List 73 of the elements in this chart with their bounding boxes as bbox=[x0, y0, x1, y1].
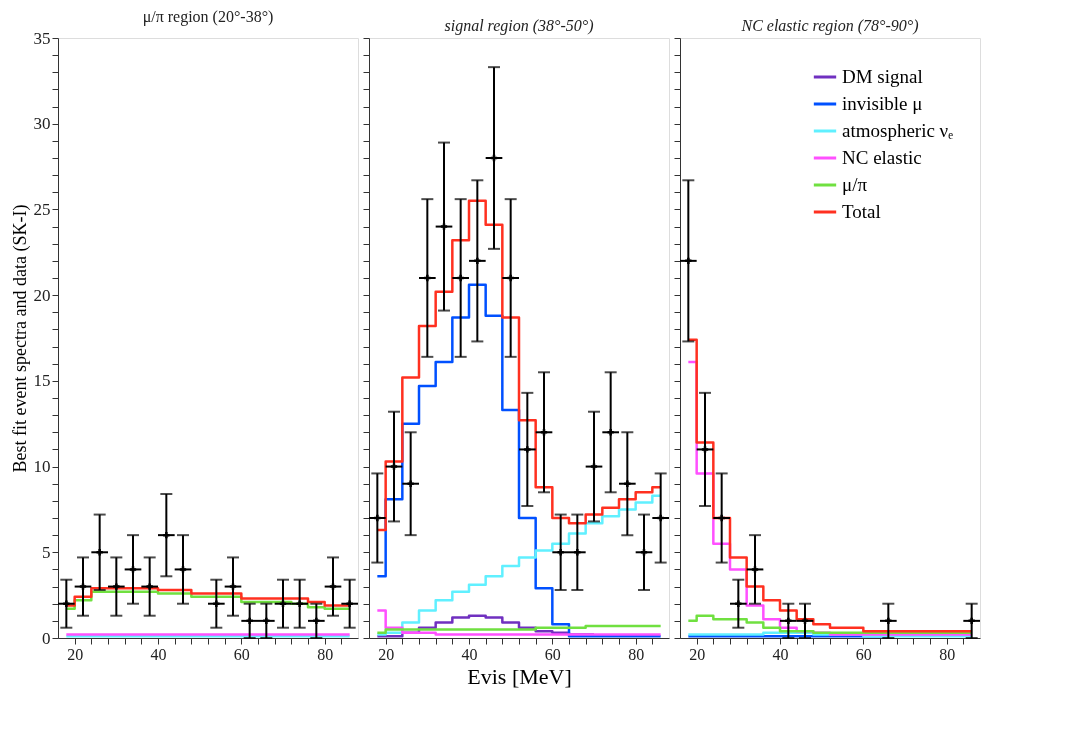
y-tick-label: 30 bbox=[33, 114, 51, 134]
legend-label: Total bbox=[842, 201, 881, 222]
point bbox=[213, 600, 220, 607]
point bbox=[657, 514, 664, 522]
x-tick-label: 40 bbox=[150, 645, 167, 663]
point bbox=[557, 549, 564, 556]
point bbox=[440, 223, 448, 230]
point bbox=[296, 600, 303, 607]
point bbox=[229, 583, 237, 590]
x-tick-label: 20 bbox=[378, 645, 395, 663]
point bbox=[507, 274, 514, 282]
x-tick-label: 80 bbox=[939, 645, 956, 663]
point bbox=[885, 617, 892, 625]
point bbox=[390, 463, 398, 470]
y-axis-title: Best fit event spectra and data (SK-I) bbox=[9, 204, 31, 473]
legend-label: NC elastic bbox=[842, 147, 922, 168]
y-tick-label: 15 bbox=[33, 371, 51, 391]
x-tick-label: 40 bbox=[772, 645, 789, 663]
point bbox=[735, 600, 742, 607]
point bbox=[179, 566, 187, 573]
point bbox=[640, 549, 648, 556]
x-tick-label: 60 bbox=[855, 645, 872, 663]
y-tick-label: 10 bbox=[33, 457, 51, 477]
point bbox=[329, 583, 337, 590]
x-tick-label: 80 bbox=[628, 645, 645, 663]
point bbox=[146, 583, 153, 590]
point bbox=[685, 257, 692, 265]
y-tick-label: 25 bbox=[33, 199, 51, 219]
legend-label: μ/π bbox=[842, 174, 868, 195]
point bbox=[346, 600, 353, 607]
x-axis-title: Evis [MeV] bbox=[467, 663, 572, 689]
point bbox=[96, 549, 103, 556]
y-tick-label: 35 bbox=[33, 28, 51, 48]
point bbox=[246, 617, 253, 625]
y-tick-label: 20 bbox=[33, 285, 51, 305]
point bbox=[79, 583, 87, 590]
point bbox=[313, 617, 320, 625]
x-tick-label: 80 bbox=[317, 645, 334, 663]
point bbox=[374, 514, 381, 522]
x-tick-label: 60 bbox=[544, 645, 561, 663]
point bbox=[607, 429, 614, 436]
y-tick-label: 0 bbox=[42, 628, 51, 648]
point bbox=[279, 600, 287, 607]
x-tick-label: 60 bbox=[233, 645, 250, 663]
point bbox=[524, 446, 531, 453]
point bbox=[968, 617, 975, 625]
point bbox=[263, 617, 270, 625]
point bbox=[751, 566, 759, 573]
point bbox=[457, 274, 464, 282]
y-tick-label: 5 bbox=[42, 542, 51, 562]
legend-label: atmospheric νₑ bbox=[842, 120, 954, 141]
chart-title: μ/π region (20°-38°) bbox=[142, 8, 274, 26]
point bbox=[163, 531, 170, 539]
chart-title: signal region (38°-50°) bbox=[444, 16, 594, 35]
legend-label: DM signal bbox=[842, 66, 923, 87]
point bbox=[701, 446, 709, 453]
x-tick-label: 20 bbox=[67, 645, 84, 663]
legend-label: invisible μ bbox=[842, 93, 923, 114]
point bbox=[129, 566, 137, 573]
point bbox=[113, 583, 120, 590]
point bbox=[474, 257, 481, 265]
point bbox=[63, 600, 70, 607]
x-tick-label: 20 bbox=[689, 645, 706, 663]
point bbox=[540, 429, 548, 436]
x-tick-label: 40 bbox=[461, 645, 478, 663]
point bbox=[407, 480, 414, 487]
point bbox=[718, 514, 725, 522]
point bbox=[590, 463, 598, 470]
point bbox=[574, 549, 581, 556]
point bbox=[785, 617, 792, 625]
point bbox=[424, 274, 431, 282]
chart-title: NC elastic region (78°-90°) bbox=[740, 16, 919, 35]
point bbox=[624, 480, 631, 487]
